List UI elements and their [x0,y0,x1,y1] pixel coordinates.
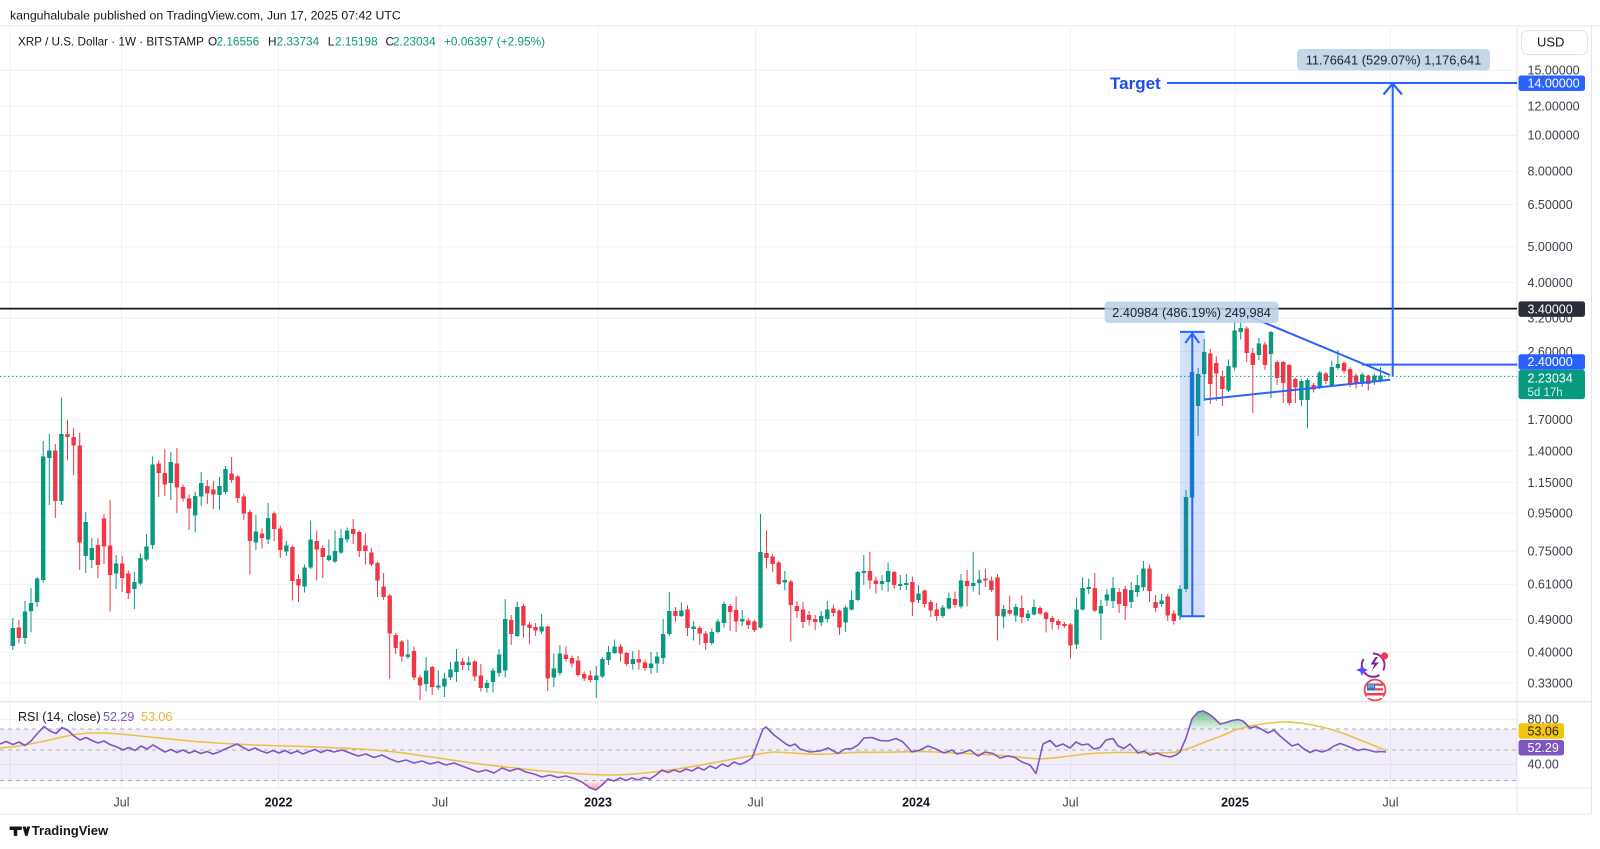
svg-text:40.00: 40.00 [1528,758,1559,772]
svg-text:12.00000: 12.00000 [1528,99,1580,113]
svg-text:2.40000: 2.40000 [1528,355,1573,369]
svg-text:53.06: 53.06 [141,710,172,724]
svg-text:Jul: Jul [114,796,130,810]
svg-text:15.00000: 15.00000 [1528,64,1580,78]
svg-text:14.00000: 14.00000 [1528,77,1580,91]
svg-text:1.15000: 1.15000 [1528,476,1573,490]
svg-text:0.61000: 0.61000 [1528,578,1573,592]
svg-text:3.40000: 3.40000 [1528,302,1573,316]
svg-text:USD: USD [1537,35,1564,50]
svg-text:80.00: 80.00 [1528,713,1559,727]
svg-text:0.33000: 0.33000 [1528,676,1573,690]
svg-text:Jul: Jul [1383,796,1399,810]
svg-text:52.29: 52.29 [1528,741,1559,755]
svg-text:11.76641 (529.07%) 1,176,641: 11.76641 (529.07%) 1,176,641 [1306,53,1482,68]
svg-text:Jul: Jul [748,796,764,810]
svg-text:1.70000: 1.70000 [1528,413,1573,427]
svg-text:1.40000: 1.40000 [1528,444,1573,458]
svg-text:6.50000: 6.50000 [1528,198,1573,212]
svg-text:2023: 2023 [584,796,612,810]
svg-text:0.95000: 0.95000 [1528,507,1573,521]
svg-text:2022: 2022 [265,796,293,810]
svg-text:Target: Target [1110,74,1161,93]
svg-text:5d 17h: 5d 17h [1528,387,1563,399]
svg-text:0.49000: 0.49000 [1528,613,1573,627]
svg-text:2.23034: 2.23034 [1528,371,1573,385]
svg-text:C: C [386,35,395,49]
svg-text:53.06: 53.06 [1528,724,1559,738]
svg-text:10.00000: 10.00000 [1528,129,1580,143]
svg-text:TradingView: TradingView [32,823,109,838]
svg-text:kanguhalubale published on Tra: kanguhalubale published on TradingView.c… [10,9,401,23]
svg-text:0.40000: 0.40000 [1528,645,1573,659]
svg-text:2.16556: 2.16556 [217,35,260,49]
svg-text:+0.06397 (+2.95%): +0.06397 (+2.95%) [444,35,545,49]
svg-text:Jul: Jul [1063,796,1079,810]
svg-text:O: O [208,35,217,49]
svg-text:2.23034: 2.23034 [393,35,436,49]
svg-text:0.75000: 0.75000 [1528,545,1573,559]
svg-text:H: H [268,35,277,49]
svg-text:XRP / U.S. Dollar · 1W · BITST: XRP / U.S. Dollar · 1W · BITSTAMP [18,36,204,49]
svg-text:8.00000: 8.00000 [1528,165,1573,179]
svg-text:4.00000: 4.00000 [1528,276,1573,290]
svg-text:2.33734: 2.33734 [277,35,320,49]
svg-text:2025: 2025 [1221,796,1249,810]
svg-text:2024: 2024 [902,796,930,810]
svg-text:RSI (14, close): RSI (14, close) [18,710,101,724]
svg-text:52.29: 52.29 [103,710,134,724]
svg-text:L: L [328,35,335,49]
svg-text:5.00000: 5.00000 [1528,240,1573,254]
svg-text:Jul: Jul [432,796,448,810]
svg-text:2.40984 (486.19%) 249,984: 2.40984 (486.19%) 249,984 [1112,305,1271,320]
svg-text:2.15198: 2.15198 [335,35,378,49]
